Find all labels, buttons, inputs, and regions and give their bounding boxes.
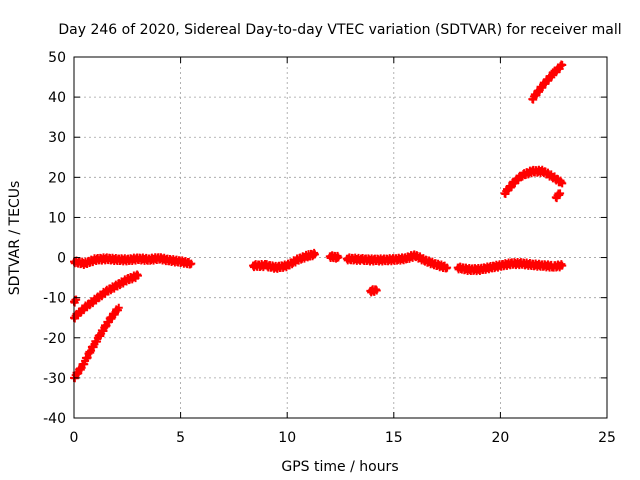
series-trace-1 [70, 253, 196, 270]
data-point [310, 250, 319, 259]
x-tick-label: 15 [385, 430, 403, 446]
x-tick-label: 10 [278, 430, 296, 446]
series-trace-9 [453, 257, 567, 276]
series-trace-8 [366, 285, 381, 297]
x-tick-label: 20 [491, 430, 509, 446]
data-point [443, 263, 452, 272]
series-trace-2 [70, 270, 142, 323]
x-tick-label: 0 [70, 430, 79, 446]
y-tick-label: -40 [43, 411, 66, 427]
data-point [558, 179, 567, 188]
x-tick-label: 5 [176, 430, 185, 446]
y-axis-label: SDTVAR / TECUs [7, 181, 23, 296]
series-trace-10 [500, 165, 567, 199]
x-tick-label: 25 [598, 430, 616, 446]
y-tick-label: -10 [43, 291, 66, 307]
series-trace-5 [249, 248, 319, 273]
data-point [187, 259, 196, 268]
y-tick-label: -30 [43, 371, 66, 387]
y-tick-label: 40 [48, 90, 66, 106]
axis-ticks: 0 5 10 15 20 25 -40 -30 -20 -10 0 10 20 30 40 50 [43, 50, 616, 446]
x-axis-label: GPS time / hours [281, 459, 398, 475]
y-tick-label: 30 [48, 130, 66, 146]
data-point [372, 286, 381, 295]
series-trace-11 [528, 60, 567, 104]
series-trace-6 [325, 251, 343, 263]
y-tick-label: 20 [48, 170, 66, 186]
y-tick-label: 50 [48, 50, 66, 66]
series-trace-7 [342, 250, 452, 273]
data-point [334, 253, 343, 262]
data-point [133, 271, 142, 280]
data-point [114, 303, 123, 312]
y-tick-label: -20 [43, 331, 66, 347]
grid [74, 57, 607, 418]
data-point [558, 61, 567, 70]
plot-frame [73, 56, 608, 419]
data-points [70, 60, 567, 383]
y-tick-label: 0 [57, 251, 66, 267]
y-tick-label: 10 [48, 210, 66, 226]
data-point [558, 261, 567, 270]
data-point [556, 189, 565, 198]
data-point [72, 295, 81, 304]
chart-title: Day 246 of 2020, Sidereal Day-to-day VTE… [58, 22, 621, 38]
series-trace-12 [551, 189, 565, 203]
